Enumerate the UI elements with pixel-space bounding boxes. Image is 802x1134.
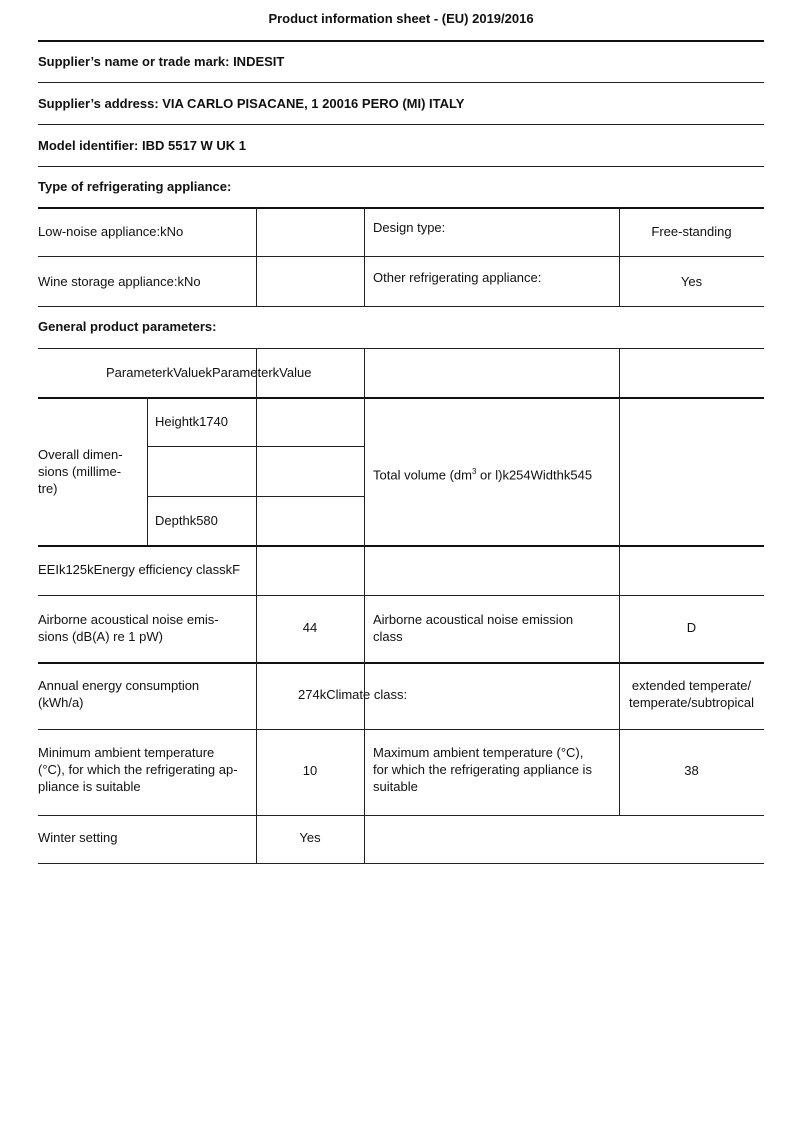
max-temp-label: Maximum ambient temperature (°C), for wh… [373,745,592,794]
energy-label: Annual energy consumption (kWh/a) [38,678,200,710]
divider [147,496,364,497]
divider [38,729,764,730]
total-volume-post: or l)k254Widthk545 [476,467,593,483]
divider [38,306,764,307]
noise-class-label: Airborne acoustical noise emission class [373,612,574,644]
min-temp-label: Minimum ambient temperature (°C), for wh… [38,745,238,794]
supplier-address: Supplier’s address: VIA CARLO PISACANE, … [38,96,465,111]
divider [619,348,620,815]
divider [619,207,620,306]
divider [364,207,365,306]
low-noise-label: Low-noise appliance:kNo [38,224,184,239]
divider [147,446,364,447]
noise-value: 44 [302,620,318,635]
divider [38,397,764,399]
model-identifier: Model identifier: IBD 5517 W UK 1 [38,138,247,153]
general-heading: General product parameters: [38,319,217,334]
divider [38,545,764,547]
divider [38,207,764,209]
divider [38,256,764,257]
height-value: Heightk1740 [155,414,228,429]
other-appliance-label: Other refrigerating appliance: [373,270,542,285]
min-temp-value: 10 [302,763,318,778]
divider [38,863,764,864]
divider [38,348,764,349]
winter-value: Yes [299,830,321,845]
wine-storage-label: Wine storage appliance:kNo [38,274,201,289]
parameter-header: ParameterkValuekParameterkValue [106,365,312,380]
divider [38,40,764,42]
divider [38,124,764,125]
total-volume: Total volume (dm3 or l)k254Widthk545 [373,463,592,483]
dimensions-label: Overall dimen- sions (millime- tre) [38,447,123,496]
divider [38,82,764,83]
total-volume-sup: 3 [471,467,477,476]
type-heading: Type of refrigerating appliance: [38,179,232,194]
divider [256,207,257,306]
supplier-name: Supplier’s name or trade mark: INDESIT [38,54,285,69]
divider [256,348,257,863]
winter-label: Winter setting [38,830,118,845]
page-title: Product information sheet - (EU) 2019/20… [268,11,534,26]
divider [38,815,764,816]
climate-class-value: extended temperate/ temperate/subtropica… [628,678,754,710]
divider [38,595,764,596]
noise-label: Airborne acoustical noise emis- sions (d… [38,612,219,644]
eei-row: EEIk125kEnergy efficiency classkF [38,562,241,577]
divider [38,166,764,167]
other-appliance-value: Yes [680,274,703,289]
noise-class-value: D [686,620,697,635]
max-temp-value: 38 [684,763,699,778]
design-type-label: Design type: [373,220,446,235]
divider [364,348,365,863]
depth-value: Depthk580 [155,513,218,528]
design-type-value: Free-standing [651,224,732,239]
divider [147,397,148,545]
energy-climate-merged: 274kClimate class: [298,687,408,702]
divider [38,662,764,664]
total-volume-pre: Total volume (dm [373,467,472,483]
